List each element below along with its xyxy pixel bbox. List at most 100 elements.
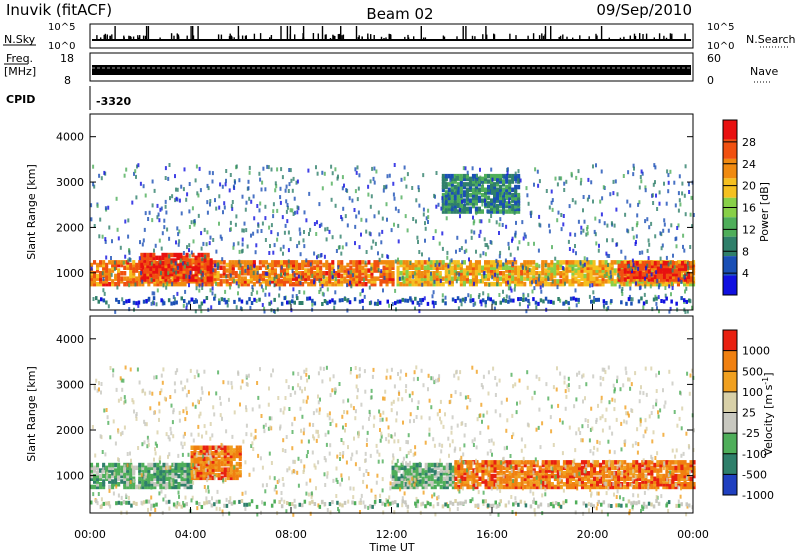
velocity-cell xyxy=(223,453,227,459)
station-title: Inuvik (fitACF) xyxy=(6,1,112,19)
velocity-cell xyxy=(180,465,184,471)
power-cell xyxy=(607,265,611,270)
power-cell xyxy=(216,281,220,287)
power-cell xyxy=(399,260,403,265)
power-cell xyxy=(583,279,587,284)
power-cell xyxy=(186,262,189,266)
velocity-cell xyxy=(373,415,376,420)
power-cell xyxy=(663,222,666,227)
velocity-cell xyxy=(490,476,494,481)
velocity-cell xyxy=(686,465,690,471)
power-cell xyxy=(264,265,268,270)
power-cell xyxy=(191,274,195,280)
power-cell xyxy=(441,179,445,184)
power-cell xyxy=(433,279,436,284)
power-cell xyxy=(123,260,127,265)
velocity-cell xyxy=(199,472,203,478)
power-cell xyxy=(515,220,517,225)
power-cell xyxy=(496,178,499,183)
power-cell xyxy=(450,176,454,182)
power-cell xyxy=(197,266,201,271)
velocity-cell xyxy=(129,473,133,479)
power-cell xyxy=(152,274,156,280)
power-cell xyxy=(613,223,616,228)
power-cell xyxy=(453,276,457,281)
velocity-cell xyxy=(659,468,663,473)
power-cell xyxy=(185,197,188,202)
power-cell xyxy=(464,166,467,171)
power-cell xyxy=(240,260,244,265)
velocity-cell xyxy=(593,462,597,468)
power-cell xyxy=(340,276,344,281)
power-cell xyxy=(100,176,103,181)
velocity-cell xyxy=(186,462,190,468)
velocity-cell xyxy=(211,453,215,459)
velocity-cell xyxy=(156,471,160,476)
power-cell xyxy=(506,167,509,172)
power-cell xyxy=(499,176,503,182)
power-cell xyxy=(99,217,102,222)
velocity-cell xyxy=(644,465,648,471)
power-cell xyxy=(358,173,361,178)
power-cell xyxy=(575,251,577,256)
velocity-cell xyxy=(430,468,434,473)
power-cell xyxy=(411,279,415,284)
power-cell xyxy=(526,268,530,273)
velocity-cell xyxy=(394,479,398,484)
power-cell xyxy=(228,265,232,270)
velocity-cell xyxy=(611,460,615,465)
power-cell xyxy=(643,279,647,284)
power-cell xyxy=(568,204,571,209)
power-cell xyxy=(432,273,436,279)
velocity-cell xyxy=(532,482,536,487)
power-cell xyxy=(568,260,572,265)
power-cell xyxy=(517,179,521,184)
power-cell xyxy=(646,248,649,253)
power-cell xyxy=(179,269,183,274)
power-cell xyxy=(671,277,675,282)
power-cell xyxy=(105,268,109,273)
power-cell xyxy=(449,178,452,182)
power-cell xyxy=(232,184,235,189)
velocity-cell xyxy=(526,482,530,487)
velocity-cell xyxy=(635,473,639,479)
velocity-cell xyxy=(466,465,470,471)
power-cell xyxy=(655,296,658,301)
power-cell xyxy=(299,281,302,285)
power-cell xyxy=(582,208,584,213)
nsky-spike xyxy=(233,37,235,40)
velocity-cell xyxy=(156,473,160,479)
power-cell xyxy=(487,245,490,250)
power-cell xyxy=(388,265,392,270)
velocity-cell xyxy=(617,471,621,476)
power-cell xyxy=(668,271,672,277)
power-cell xyxy=(214,263,217,268)
power-cell xyxy=(529,276,533,281)
power-cell xyxy=(459,262,463,268)
beam-title: Beam 02 xyxy=(366,5,433,23)
power-cell xyxy=(257,223,260,228)
power-cell xyxy=(252,231,255,236)
velocity-cell xyxy=(427,482,431,487)
nsky-spike xyxy=(96,35,98,40)
power-cell xyxy=(194,255,198,261)
power-cell xyxy=(644,185,647,190)
velocity-cell xyxy=(174,484,178,490)
power-cell xyxy=(593,296,596,300)
power-cell xyxy=(307,268,311,273)
power-cell xyxy=(301,273,305,279)
power-cell xyxy=(647,277,651,282)
power-cell xyxy=(176,255,180,261)
velocity-cell xyxy=(686,462,690,468)
power-cell xyxy=(499,271,503,276)
power-cell xyxy=(491,275,494,280)
velocity-cell xyxy=(448,468,452,473)
power-cell xyxy=(669,260,672,265)
velocity-cell xyxy=(190,445,194,450)
velocity-cell xyxy=(394,465,398,471)
power-cell xyxy=(471,166,474,171)
power-cell xyxy=(117,236,120,241)
power-cell xyxy=(518,302,521,307)
power-cell xyxy=(574,200,577,205)
power-cell xyxy=(517,169,520,174)
